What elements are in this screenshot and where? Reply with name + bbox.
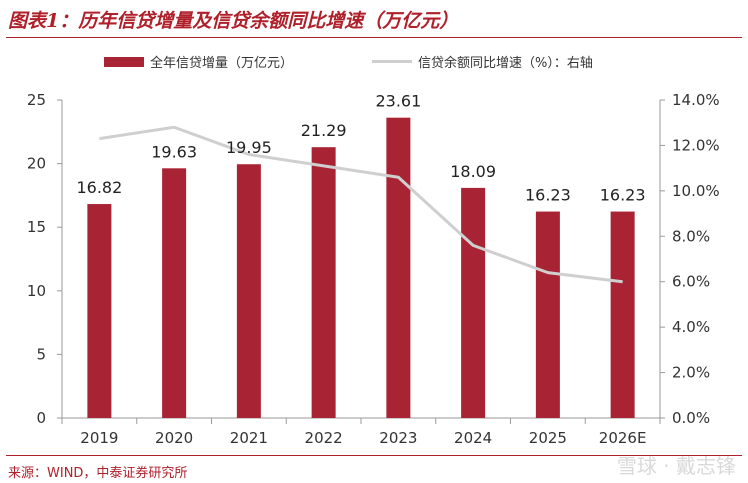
right-axis-tick-label: 10.0% (672, 182, 720, 200)
right-axis-tick-label: 2.0% (672, 364, 710, 382)
right-axis-tick-label: 4.0% (672, 318, 710, 336)
bar (535, 211, 560, 418)
right-axis-tick-label: 8.0% (672, 227, 710, 245)
x-axis-tick-label: 2026E (599, 429, 647, 447)
legend-label-line: 信贷余额同比增速（%）：右轴 (418, 56, 593, 71)
bar (236, 164, 261, 418)
bar-data-label: 19.95 (226, 138, 272, 157)
bar (461, 187, 486, 418)
bar-data-label: 18.09 (450, 162, 496, 181)
left-axis-tick-label: 20 (27, 155, 46, 173)
right-axis-tick-label: 0.0% (672, 409, 710, 427)
bar-data-label: 16.23 (525, 186, 571, 205)
left-axis-tick-label: 10 (27, 282, 46, 300)
title-bar: 图表1：历年信贷增量及信贷余额同比增速（万亿元） (0, 0, 748, 38)
bar (610, 211, 635, 418)
right-axis-tick-label: 14.0% (672, 91, 720, 109)
right-axis-tick-label: 12.0% (672, 136, 720, 154)
bar (311, 147, 336, 418)
legend-item-line: 信贷余额同比增速（%）：右轴 (372, 52, 593, 71)
bar-data-label: 23.61 (375, 92, 421, 111)
chart-title: 图表1：历年信贷增量及信贷余额同比增速（万亿元） (8, 10, 459, 32)
watermark: 雪球 · 戴志锋 (616, 454, 736, 478)
legend-item-bar: 全年信贷增量（万亿元） (104, 52, 293, 71)
footer-divider (6, 455, 742, 456)
bar-data-label: 16.82 (76, 178, 122, 197)
x-axis-tick-label: 2021 (230, 429, 268, 447)
x-axis-tick-label: 2019 (80, 429, 118, 447)
left-axis-tick-label: 0 (36, 409, 46, 427)
source-note: 来源：WIND，中泰证券研究所 (8, 466, 188, 481)
legend: 全年信贷增量（万亿元） 信贷余额同比增速（%）：右轴 (0, 52, 748, 72)
growth-line (99, 125, 623, 284)
bar (87, 204, 112, 418)
left-axis-tick-label: 5 (36, 345, 46, 363)
legend-label-bar: 全年信贷增量（万亿元） (150, 56, 294, 71)
right-axis-tick-label: 6.0% (672, 273, 710, 291)
x-axis-tick-label: 2022 (305, 429, 343, 447)
x-axis-tick-label: 2024 (454, 429, 492, 447)
title-divider (6, 37, 742, 38)
x-axis-tick-label: 2023 (379, 429, 417, 447)
legend-swatch-line (372, 60, 412, 63)
left-axis-tick-label: 15 (27, 218, 46, 236)
bar-data-label: 21.29 (301, 121, 347, 140)
legend-swatch-bar (104, 56, 144, 67)
bar (386, 117, 411, 419)
bar-data-label: 19.63 (151, 142, 197, 161)
x-axis-tick-label: 2025 (529, 429, 567, 447)
bar (162, 168, 187, 418)
x-axis-tick-label: 2020 (155, 429, 193, 447)
bar-data-label: 16.23 (600, 186, 646, 205)
left-axis-tick-label: 25 (27, 91, 46, 109)
